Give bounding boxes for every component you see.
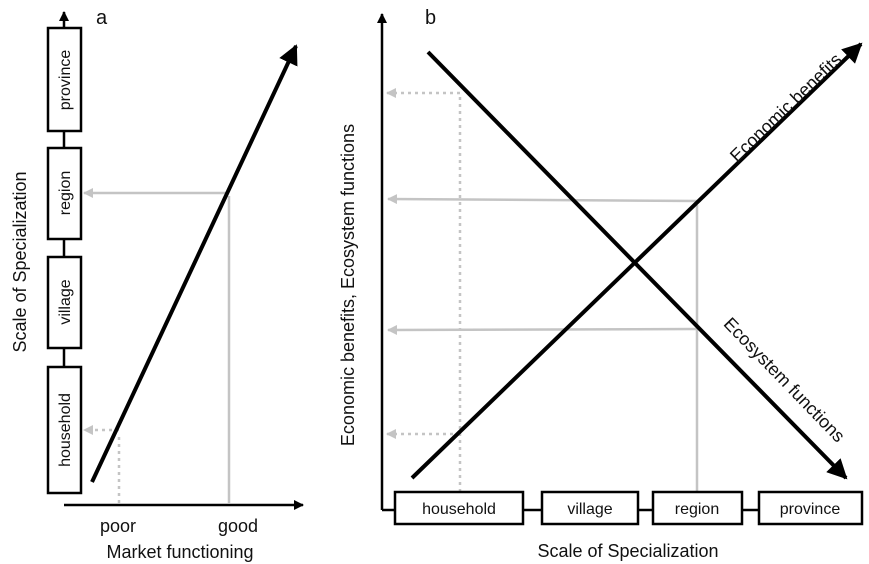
panel-a-box-household	[46, 365, 83, 495]
panel-b-box-province	[757, 490, 864, 526]
panel-a-tick-poor: poor	[100, 516, 136, 536]
panel-b-economic-benefits-label: Economic benefits	[726, 49, 846, 166]
panel-a-label-village: village	[57, 279, 74, 324]
panel-a-relationship-line	[90, 44, 298, 483]
panel-a-label-province: province	[57, 50, 74, 111]
panel-a-label-region: region	[57, 171, 74, 215]
panel-b-economic-benefits-line	[410, 42, 863, 480]
panel-b-letter: b	[425, 7, 436, 29]
panel-b-box-household	[393, 490, 525, 526]
panel-b-box-village	[540, 490, 640, 526]
panel-a-label-household: household	[57, 393, 74, 467]
panel-b-ecosystem-functions-label: Ecosystem functions	[720, 314, 849, 447]
panel-a-letter: a	[96, 7, 108, 29]
panel-a-box-village	[46, 255, 83, 350]
panel-a: a household village region province poor…	[10, 7, 304, 562]
panel-a-tick-good: good	[218, 516, 258, 536]
panel-a-box-province	[46, 26, 83, 133]
panel-b-guide-region-ecosystem	[387, 324, 698, 335]
panel-b-label-village: village	[567, 501, 612, 518]
panel-b-label-region: region	[675, 501, 719, 518]
panel-b-label-household: household	[422, 501, 496, 518]
panel-b-label-province: province	[780, 501, 841, 518]
panel-b-ecosystem-functions-line	[426, 50, 848, 480]
panel-b: b Economic benefits Ecosystem functions …	[338, 7, 864, 561]
panel-a-y-label: Scale of Specialization	[10, 171, 30, 352]
panel-b-guide-region-economic	[387, 194, 698, 205]
panel-b-y-label: Economic benefits, Ecosystem functions	[338, 124, 358, 446]
panel-b-x-label: Scale of Specialization	[537, 541, 718, 561]
panel-a-x-label: Market functioning	[106, 542, 253, 562]
panel-a-box-region	[46, 146, 83, 241]
panel-b-box-region	[651, 490, 744, 526]
